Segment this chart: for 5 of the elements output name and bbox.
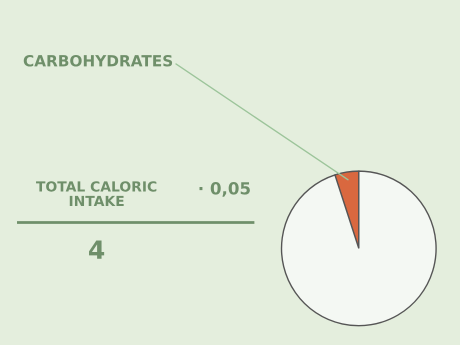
text: TOTAL CALORIC INTAKE (36, 181, 156, 206)
text: 4 (89, 240, 104, 259)
pie-slice (280, 170, 437, 326)
slice-label: CARBOHYDRATES (24, 54, 172, 67)
text: · 0,05 (200, 182, 250, 197)
